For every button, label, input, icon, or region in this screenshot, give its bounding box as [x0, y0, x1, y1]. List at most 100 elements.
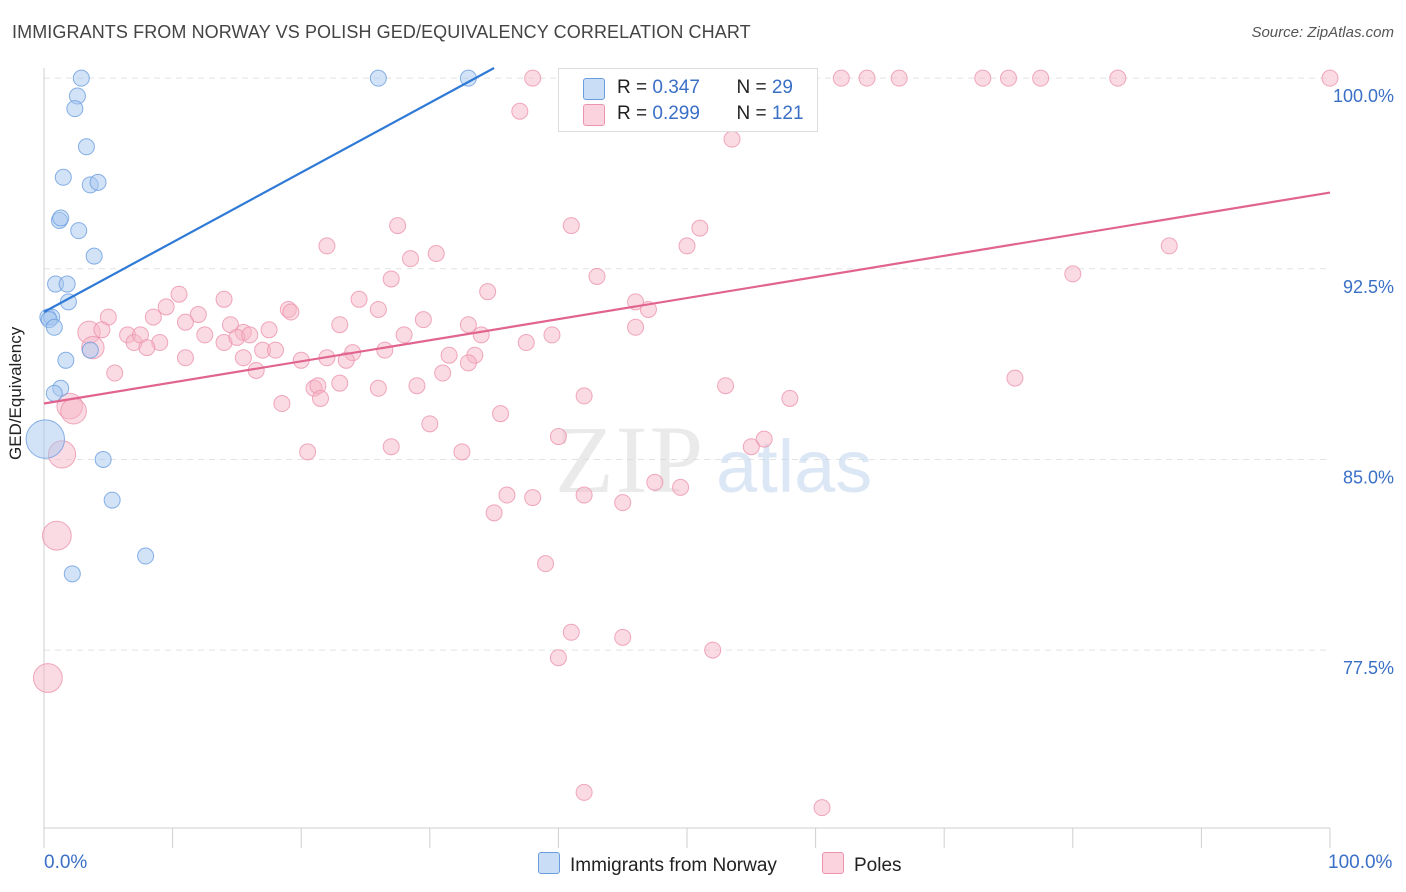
poles-point[interactable]: [41, 520, 72, 551]
poles-point[interactable]: [588, 267, 606, 285]
poles-point[interactable]: [614, 494, 632, 512]
poles-point[interactable]: [1321, 69, 1339, 87]
poles-point[interactable]: [704, 641, 722, 659]
poles-point[interactable]: [421, 415, 439, 433]
poles-point[interactable]: [234, 349, 252, 367]
poles-point[interactable]: [543, 326, 561, 344]
norway-point[interactable]: [25, 419, 65, 459]
poles-point[interactable]: [575, 387, 593, 405]
norway-point[interactable]: [94, 450, 112, 468]
poles-point[interactable]: [311, 389, 329, 407]
poles-point[interactable]: [524, 489, 542, 507]
norway-point[interactable]: [58, 275, 76, 293]
norway-point[interactable]: [72, 69, 90, 87]
poles-point[interactable]: [337, 351, 355, 369]
poles-point[interactable]: [813, 799, 831, 817]
norway-point[interactable]: [103, 491, 121, 509]
poles-point[interactable]: [511, 102, 529, 120]
poles-point[interactable]: [459, 354, 477, 372]
poles-point[interactable]: [1160, 237, 1178, 255]
poles-point[interactable]: [575, 783, 593, 801]
poles-point[interactable]: [672, 478, 690, 496]
poles-point[interactable]: [742, 438, 760, 456]
norway-point[interactable]: [85, 247, 103, 265]
poles-point[interactable]: [498, 486, 516, 504]
poles-point[interactable]: [562, 623, 580, 641]
poles-point[interactable]: [395, 326, 413, 344]
norway-point[interactable]: [89, 173, 107, 191]
poles-point[interactable]: [369, 300, 387, 318]
poles-point[interactable]: [717, 377, 735, 395]
poles-point[interactable]: [273, 395, 291, 413]
norway-point[interactable]: [77, 138, 95, 156]
poles-point[interactable]: [282, 303, 300, 321]
poles-point[interactable]: [157, 298, 175, 316]
norway-point[interactable]: [57, 351, 75, 369]
poles-point[interactable]: [196, 326, 214, 344]
poles-point[interactable]: [144, 308, 162, 326]
poles-point[interactable]: [459, 316, 477, 334]
poles-point[interactable]: [331, 374, 349, 392]
norway-point[interactable]: [70, 222, 88, 240]
poles-point[interactable]: [723, 130, 741, 148]
poles-point[interactable]: [408, 377, 426, 395]
poles-point[interactable]: [318, 237, 336, 255]
poles-point[interactable]: [453, 443, 471, 461]
poles-point[interactable]: [1064, 265, 1082, 283]
poles-point[interactable]: [1109, 69, 1127, 87]
poles-point[interactable]: [382, 270, 400, 288]
poles-point[interactable]: [524, 69, 542, 87]
poles-point[interactable]: [537, 555, 555, 573]
poles-point[interactable]: [492, 405, 510, 423]
poles-point[interactable]: [266, 341, 284, 359]
poles-point[interactable]: [176, 313, 194, 331]
poles-point[interactable]: [1006, 369, 1024, 387]
legend-item-norway[interactable]: Immigrants from Norway: [538, 852, 777, 877]
norway-point[interactable]: [81, 341, 99, 359]
norway-point[interactable]: [63, 565, 81, 583]
poles-point[interactable]: [479, 283, 497, 301]
poles-point[interactable]: [575, 486, 593, 504]
poles-point[interactable]: [562, 217, 580, 235]
poles-point[interactable]: [646, 473, 664, 491]
poles-point[interactable]: [890, 69, 908, 87]
poles-point[interactable]: [678, 237, 696, 255]
poles-point[interactable]: [215, 290, 233, 308]
poles-point[interactable]: [414, 311, 432, 329]
poles-point[interactable]: [350, 290, 368, 308]
legend-item-poles[interactable]: Poles: [822, 852, 902, 877]
poles-point[interactable]: [389, 217, 407, 235]
poles-point[interactable]: [832, 69, 850, 87]
poles-point[interactable]: [382, 438, 400, 456]
poles-point[interactable]: [60, 397, 87, 425]
norway-point[interactable]: [54, 168, 72, 186]
norway-point[interactable]: [52, 209, 70, 227]
poles-point[interactable]: [549, 649, 567, 667]
poles-point[interactable]: [241, 326, 259, 344]
poles-point[interactable]: [472, 326, 490, 344]
poles-point[interactable]: [1000, 69, 1017, 87]
poles-point[interactable]: [755, 430, 773, 448]
poles-point[interactable]: [106, 364, 124, 382]
poles-point[interactable]: [691, 219, 709, 237]
poles-point[interactable]: [189, 306, 207, 324]
poles-point[interactable]: [485, 504, 503, 522]
poles-point[interactable]: [974, 69, 992, 87]
norway-point[interactable]: [66, 100, 84, 118]
poles-point[interactable]: [138, 339, 156, 357]
poles-point[interactable]: [614, 628, 632, 646]
poles-point[interactable]: [549, 428, 567, 446]
poles-point[interactable]: [369, 379, 387, 397]
poles-point[interactable]: [331, 316, 349, 334]
norway-point[interactable]: [369, 69, 387, 87]
poles-point[interactable]: [781, 389, 799, 407]
poles-point[interactable]: [1032, 69, 1050, 87]
poles-point[interactable]: [434, 364, 452, 382]
poles-point[interactable]: [858, 69, 876, 87]
poles-point[interactable]: [32, 663, 63, 693]
poles-point[interactable]: [176, 349, 194, 367]
poles-point[interactable]: [93, 321, 111, 339]
poles-point[interactable]: [260, 321, 278, 339]
poles-point[interactable]: [299, 443, 317, 461]
norway-point[interactable]: [45, 318, 63, 336]
